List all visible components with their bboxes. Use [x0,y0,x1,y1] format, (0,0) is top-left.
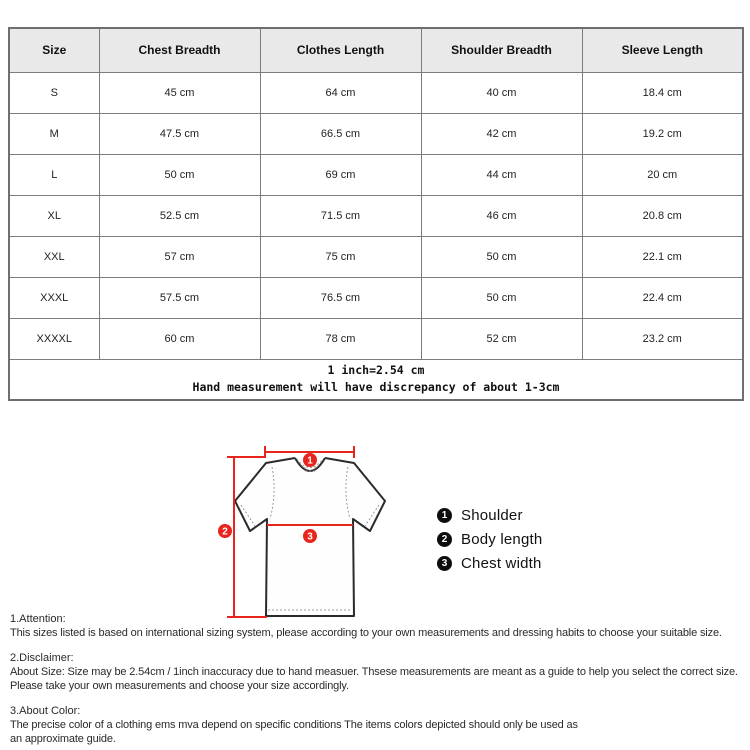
chest-cell: 50 cm [98,153,261,196]
header-size: Size [8,27,100,73]
left-cuff-seam [240,504,256,527]
table-header-row: Size Chest Breadth Clothes Length Should… [8,27,744,73]
circled-2-icon: 2 [437,531,452,547]
marker-2-badge: 2 [218,524,232,538]
table-row: XL 52.5 cm 71.5 cm 46 cm 20.8 cm [8,194,744,237]
length-cell: 66.5 cm [259,112,422,155]
disclaimer-section: 1.Attention: This sizes listed is based … [10,612,748,746]
size-table: Size Chest Breadth Clothes Length Should… [8,27,744,401]
circled-1-icon: 1 [437,507,452,523]
size-cell: XXL [8,235,100,278]
table-row: S 45 cm 64 cm 40 cm 18.4 cm [8,71,744,114]
shoulder-cell: 42 cm [420,112,583,155]
chest-cell: 60 cm [98,317,261,360]
sleeve-cell: 22.4 cm [581,276,744,319]
attention-title: 1.Attention: [10,613,66,625]
sleeve-cell: 18.4 cm [581,71,744,114]
chest-cell: 57.5 cm [98,276,261,319]
sleeve-cell: 20 cm [581,153,744,196]
svg-text:3: 3 [307,532,313,543]
marker-1-badge: 1 [303,453,317,467]
legend-label: Chest width [461,554,542,572]
chest-cell: 47.5 cm [98,112,261,155]
svg-text:2: 2 [222,527,228,538]
tshirt-measurement-diagram: 1 2 3 [218,446,386,618]
size-cell: M [8,112,100,155]
length-cell: 76.5 cm [259,276,422,319]
legend-item-chest-width: 3 Chest width [437,551,542,575]
shoulder-cell: 52 cm [420,317,583,360]
header-shoulder-breadth: Shoulder Breadth [420,27,583,73]
chest-cell: 57 cm [98,235,261,278]
about-color-body-1: The precise color of a clothing ems mva … [10,719,578,731]
about-color-title: 3.About Color: [10,705,81,717]
svg-text:1: 1 [307,456,313,467]
sleeve-cell: 23.2 cm [581,317,744,360]
table-row: L 50 cm 69 cm 44 cm 20 cm [8,153,744,196]
size-cell: XL [8,194,100,237]
table-row: XXXXL 60 cm 78 cm 52 cm 23.2 cm [8,317,744,360]
size-cell: XXXXL [8,317,100,360]
sleeve-cell: 19.2 cm [581,112,744,155]
inch-conversion-note: 1 inch=2.54 cm [327,363,425,378]
disclaimer-title: 2.Disclaimer: [10,652,74,664]
size-cell: XXXL [8,276,100,319]
length-cell: 71.5 cm [259,194,422,237]
marker-3-badge: 3 [303,529,317,543]
header-clothes-length: Clothes Length [259,27,422,73]
sleeve-cell: 22.1 cm [581,235,744,278]
measurement-legend: 1 Shoulder 2 Body length 3 Chest width [437,503,542,575]
shoulder-cell: 46 cm [420,194,583,237]
circled-3-icon: 3 [437,555,452,571]
legend-item-shoulder: 1 Shoulder [437,503,542,527]
left-sleeve-seam [269,466,275,520]
header-sleeve-length: Sleeve Length [581,27,744,73]
header-chest-breadth: Chest Breadth [98,27,261,73]
table-note-row: 1 inch=2.54 cm Hand measurement will hav… [8,358,744,401]
shoulder-cell: 50 cm [420,276,583,319]
shoulder-cell: 44 cm [420,153,583,196]
shoulder-cell: 40 cm [420,71,583,114]
disclaimer-body-2: Please take your own measurements and ch… [10,680,349,692]
table-row: XXL 57 cm 75 cm 50 cm 22.1 cm [8,235,744,278]
table-row: M 47.5 cm 66.5 cm 42 cm 19.2 cm [8,112,744,155]
right-sleeve-seam [345,466,351,520]
collar-seam [296,458,324,468]
about-color-body-2: an approximate guide. [10,733,116,745]
sleeve-cell: 20.8 cm [581,194,744,237]
size-cell: L [8,153,100,196]
legend-item-body-length: 2 Body length [437,527,542,551]
disclaimer-body-1: About Size: Size may be 2.54cm / 1inch i… [10,666,738,678]
size-cell: S [8,71,100,114]
length-cell: 75 cm [259,235,422,278]
size-chart-section: Size Chest Breadth Clothes Length Should… [8,27,744,401]
chest-cell: 45 cm [98,71,261,114]
measurement-note: 1 inch=2.54 cm Hand measurement will hav… [8,358,744,401]
length-cell: 64 cm [259,71,422,114]
table-row: XXXL 57.5 cm 76.5 cm 50 cm 22.4 cm [8,276,744,319]
legend-label: Body length [461,530,543,548]
attention-body: This sizes listed is based on internatio… [10,627,722,639]
chest-cell: 52.5 cm [98,194,261,237]
length-cell: 69 cm [259,153,422,196]
shoulder-cell: 50 cm [420,235,583,278]
legend-label: Shoulder [461,506,523,524]
right-cuff-seam [364,504,380,527]
hand-measurement-note: Hand measurement will have discrepancy o… [192,380,560,395]
length-cell: 78 cm [259,317,422,360]
